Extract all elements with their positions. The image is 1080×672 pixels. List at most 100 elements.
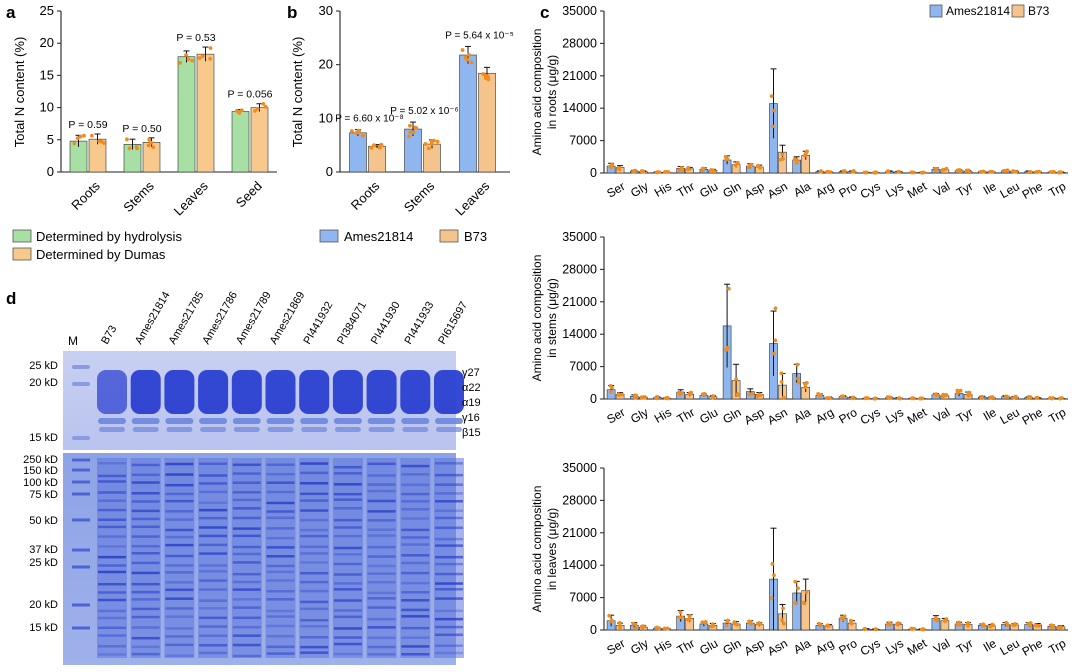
zein-band-minor xyxy=(233,427,260,432)
bar xyxy=(177,56,196,173)
protein-band xyxy=(98,555,126,559)
size-label-bottom: 150 kD xyxy=(23,465,58,477)
protein-band xyxy=(131,500,160,503)
protein-band xyxy=(199,616,228,620)
protein-band xyxy=(300,534,329,538)
data-point xyxy=(125,137,129,142)
legend-swatch-c-ames xyxy=(929,4,943,18)
protein-band xyxy=(131,535,160,538)
data-point xyxy=(411,130,416,135)
data-point xyxy=(1005,622,1009,626)
protein-band xyxy=(165,499,194,503)
zein-band-minor xyxy=(98,418,126,424)
protein-band xyxy=(199,599,228,602)
protein-band xyxy=(98,570,126,574)
protein-band xyxy=(266,463,295,467)
data-point xyxy=(802,601,807,606)
data-point xyxy=(710,168,715,173)
protein-band xyxy=(232,481,261,484)
protein-band xyxy=(333,518,362,522)
data-point xyxy=(803,382,808,387)
data-point xyxy=(610,618,614,623)
protein-band xyxy=(131,607,160,611)
protein-band xyxy=(435,609,463,613)
data-point xyxy=(885,395,890,399)
protein-band xyxy=(333,609,362,612)
x-tick-label: Ser xyxy=(604,179,627,200)
marker-band xyxy=(72,518,90,522)
protein-band xyxy=(401,599,430,602)
data-point xyxy=(617,393,622,398)
data-point xyxy=(944,166,949,171)
protein-band xyxy=(98,462,126,465)
protein-band xyxy=(266,579,295,582)
protein-band xyxy=(232,634,261,637)
protein-band xyxy=(300,618,329,622)
protein-band xyxy=(165,643,194,647)
data-point xyxy=(769,94,774,98)
x-tick-label: Ser xyxy=(604,636,627,657)
data-point xyxy=(732,621,737,626)
data-point xyxy=(82,133,86,138)
protein-band xyxy=(131,652,160,656)
size-label-bottom: 75 kD xyxy=(29,489,58,501)
marker-band xyxy=(72,565,90,569)
y-tick-label: 0 xyxy=(590,392,597,406)
data-point xyxy=(793,601,798,605)
protein-band xyxy=(435,588,463,591)
protein-band xyxy=(333,465,362,469)
protein-band xyxy=(131,473,160,477)
zein-band xyxy=(400,370,431,414)
protein-band xyxy=(199,508,228,512)
data-point xyxy=(825,169,830,174)
protein-band xyxy=(401,590,430,594)
data-point xyxy=(735,160,740,165)
protein-band xyxy=(266,634,295,638)
protein-band xyxy=(98,474,126,478)
protein-band xyxy=(199,474,228,477)
zein-label: β15 xyxy=(462,427,481,439)
size-label-top: 15 kD xyxy=(29,432,58,444)
protein-band xyxy=(333,507,362,510)
data-point xyxy=(435,139,440,144)
protein-band xyxy=(367,597,396,600)
x-tick-label: Stems xyxy=(120,178,157,215)
x-tick-label: Phe xyxy=(1020,179,1046,202)
protein-band xyxy=(165,483,194,487)
legend-swatch-dumas xyxy=(12,247,32,261)
data-point xyxy=(796,376,800,381)
y-tick-label: 7000 xyxy=(569,591,597,605)
data-point xyxy=(608,383,613,388)
y-tick-label: 14000 xyxy=(562,327,597,341)
x-tick-label: Glu xyxy=(697,179,720,200)
protein-band xyxy=(300,607,329,611)
protein-band xyxy=(333,627,362,630)
protein-band xyxy=(333,636,362,639)
panel-label-a: a xyxy=(6,3,16,22)
data-point xyxy=(921,627,926,632)
data-point xyxy=(944,392,949,397)
protein-band xyxy=(266,472,295,476)
data-point xyxy=(657,626,661,631)
y-tick-label: 5 xyxy=(47,132,54,147)
data-point xyxy=(966,168,971,173)
size-label-bottom: 15 kD xyxy=(29,622,58,634)
data-point xyxy=(608,164,612,169)
data-point xyxy=(429,141,434,146)
protein-band xyxy=(165,528,194,532)
data-point xyxy=(778,157,783,162)
protein-band xyxy=(199,564,228,567)
data-point xyxy=(1037,169,1041,174)
protein-band xyxy=(232,643,261,647)
x-tick-label: Ile xyxy=(981,636,999,655)
size-label-bottom: 250 kD xyxy=(23,454,58,466)
x-tick-label: Trp xyxy=(1046,636,1068,657)
protein-band xyxy=(401,508,430,511)
data-point xyxy=(919,170,924,175)
protein-band xyxy=(199,606,228,610)
protein-band xyxy=(300,509,329,512)
protein-band xyxy=(131,463,160,467)
protein-band xyxy=(367,534,396,537)
data-point xyxy=(848,618,853,623)
protein-band xyxy=(401,500,430,503)
